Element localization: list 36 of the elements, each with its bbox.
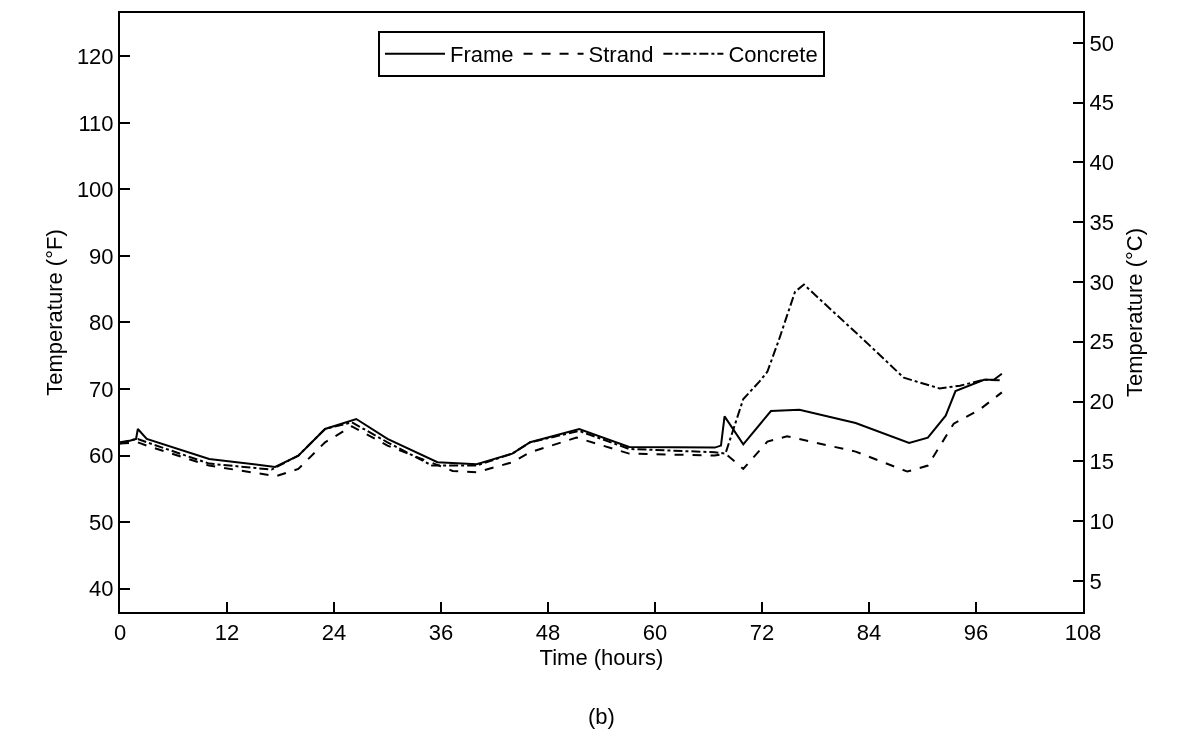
- legend-label: Frame: [450, 42, 514, 68]
- x-axis-title: Time (hours): [539, 645, 664, 671]
- y-tick-label: 80: [89, 310, 114, 336]
- y2-tick-label: 5: [1089, 568, 1102, 594]
- y-tick-label: 40: [89, 576, 114, 602]
- y-tick-label: 100: [76, 177, 114, 203]
- y-tick-label: 50: [89, 509, 114, 535]
- x-tick-label: 48: [535, 620, 561, 646]
- y2-tick-label: 35: [1089, 209, 1114, 235]
- x-tick-label: 0: [113, 620, 127, 646]
- x-tick-label: 24: [321, 620, 347, 646]
- x-tick-label: 96: [963, 620, 989, 646]
- y-tick-label: 70: [89, 376, 114, 402]
- y2-tick-label: 20: [1089, 389, 1114, 415]
- y2-tick-label: 10: [1089, 508, 1114, 534]
- x-tick-label: 108: [1064, 620, 1102, 646]
- y-tick-label: 60: [89, 443, 114, 469]
- y2-tick-label: 25: [1089, 329, 1114, 355]
- x-tick-label: 84: [856, 620, 882, 646]
- x-tick-label: 12: [214, 620, 240, 646]
- y2-tick-label: 45: [1089, 90, 1114, 116]
- x-tick-label: 60: [642, 620, 668, 646]
- y-tick-label: 110: [78, 110, 114, 136]
- y2-axis-title: Temperature (°C): [1122, 228, 1148, 397]
- text: (b): [588, 704, 615, 729]
- y2-tick-label: 40: [1089, 150, 1114, 176]
- x-tick-label: 36: [428, 620, 454, 646]
- legend-label: Strand: [588, 42, 654, 68]
- y2-tick-label: 15: [1089, 449, 1114, 475]
- y-tick-label: 120: [76, 43, 114, 69]
- y-axis-title: Temperature (°F): [42, 229, 68, 396]
- y2-tick-label: 50: [1089, 30, 1114, 56]
- y2-tick-label: 30: [1089, 269, 1114, 295]
- x-tick-label: 72: [749, 620, 775, 646]
- legend-label: Concrete: [728, 42, 818, 68]
- y-tick-label: 90: [89, 243, 114, 269]
